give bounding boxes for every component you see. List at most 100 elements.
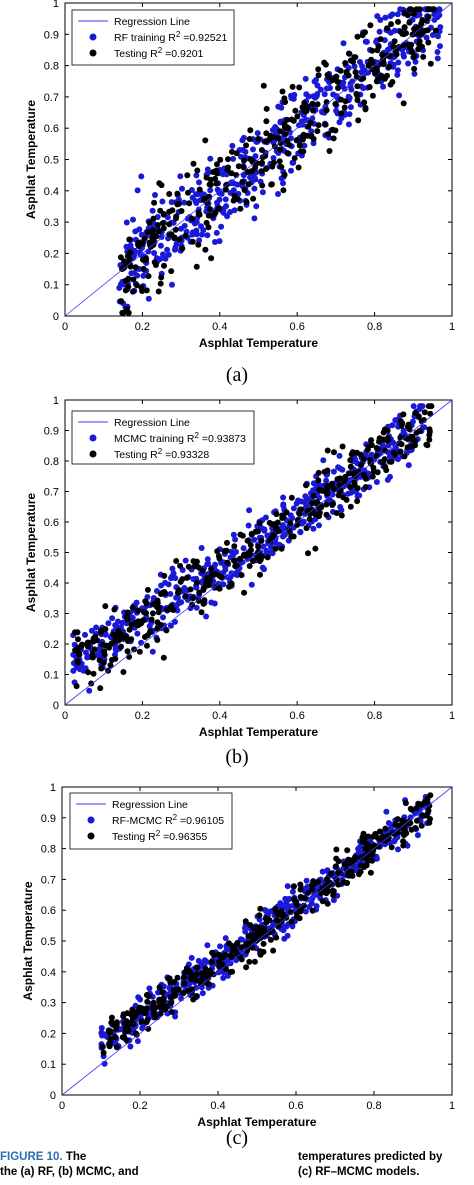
- data-point: [420, 53, 427, 60]
- data-point: [352, 69, 359, 76]
- data-point: [165, 975, 172, 982]
- data-point: [262, 514, 269, 521]
- data-point: [127, 263, 134, 270]
- x-axis-label: Asphlat Temperature: [199, 336, 318, 350]
- data-point: [275, 922, 282, 929]
- data-point: [193, 604, 200, 611]
- data-point: [395, 18, 401, 25]
- data-point: [142, 1010, 149, 1017]
- data-point: [316, 486, 323, 493]
- data-point: [338, 110, 345, 117]
- y-tick-label: 0.3: [44, 609, 59, 621]
- data-point: [337, 67, 344, 74]
- data-point: [195, 564, 202, 571]
- data-point: [212, 175, 219, 182]
- data-point: [258, 168, 265, 175]
- data-point: [229, 142, 236, 149]
- data-point: [348, 86, 355, 93]
- y-tick-label: 0.9: [41, 813, 56, 825]
- data-point: [203, 219, 210, 226]
- data-point: [205, 560, 212, 567]
- data-point: [186, 200, 193, 207]
- data-point: [230, 531, 237, 538]
- data-point: [288, 494, 295, 501]
- data-point: [360, 456, 367, 463]
- y-tick-label: 0.7: [44, 92, 59, 104]
- data-point: [238, 956, 245, 963]
- data-point: [280, 501, 287, 508]
- caption-left-line2: the (a) RF, (b) MCMC, and: [0, 1166, 139, 1178]
- data-point: [252, 528, 259, 535]
- data-point: [396, 92, 403, 99]
- data-point: [401, 453, 408, 460]
- data-point: [336, 119, 343, 126]
- data-point: [118, 298, 125, 305]
- data-point: [225, 156, 231, 163]
- data-point: [288, 167, 294, 174]
- legend-entry-text: Regression Line: [114, 16, 190, 28]
- y-tick-label: 0.5: [41, 936, 56, 948]
- data-point: [382, 463, 389, 470]
- data-point: [324, 447, 331, 454]
- data-point: [213, 584, 220, 591]
- data-point: [189, 215, 196, 222]
- data-point: [382, 825, 389, 832]
- data-point: [113, 1025, 120, 1032]
- data-point: [155, 288, 162, 295]
- data-point: [315, 469, 322, 476]
- data-point: [168, 575, 174, 582]
- data-point: [401, 24, 408, 31]
- data-point: [368, 451, 375, 458]
- data-point: [138, 173, 145, 180]
- data-point: [406, 19, 413, 26]
- data-point: [258, 147, 265, 153]
- data-point: [353, 90, 360, 97]
- data-point: [149, 207, 156, 214]
- data-point: [343, 69, 350, 76]
- data-point: [169, 281, 175, 288]
- data-point: [329, 77, 336, 84]
- data-point: [153, 588, 160, 594]
- data-point: [207, 206, 213, 212]
- data-point: [158, 182, 165, 189]
- data-point: [98, 629, 104, 636]
- data-point: [352, 54, 359, 61]
- data-point: [299, 520, 306, 527]
- data-point: [303, 525, 310, 532]
- data-point: [198, 609, 205, 616]
- data-point: [230, 155, 237, 162]
- data-point: [177, 173, 184, 180]
- data-point: [370, 464, 377, 471]
- data-point: [394, 816, 401, 823]
- data-point: [290, 159, 297, 166]
- data-point: [135, 607, 142, 614]
- data-point: [245, 522, 252, 529]
- data-point: [97, 685, 104, 692]
- data-point: [171, 234, 178, 241]
- data-point: [412, 58, 419, 65]
- data-point: [299, 133, 306, 140]
- data-point: [88, 627, 95, 634]
- data-point: [130, 1021, 137, 1028]
- data-point: [156, 984, 163, 991]
- data-point: [138, 1018, 145, 1025]
- data-point: [212, 209, 219, 216]
- data-point: [325, 131, 331, 138]
- data-point: [333, 510, 340, 516]
- data-point: [224, 559, 231, 566]
- x-tick-label: 0.4: [212, 321, 227, 333]
- data-point: [397, 434, 404, 441]
- data-point: [246, 551, 253, 558]
- data-point: [408, 826, 415, 833]
- x-tick-label: 0.6: [288, 1100, 303, 1112]
- data-point: [243, 199, 250, 206]
- data-point: [248, 547, 254, 554]
- panel-label-b: (b): [225, 746, 249, 768]
- data-point: [99, 641, 106, 648]
- data-point: [224, 213, 231, 220]
- data-point: [123, 613, 130, 620]
- data-point: [222, 196, 229, 203]
- data-point: [172, 244, 179, 251]
- data-point: [382, 447, 389, 454]
- data-point: [315, 477, 322, 484]
